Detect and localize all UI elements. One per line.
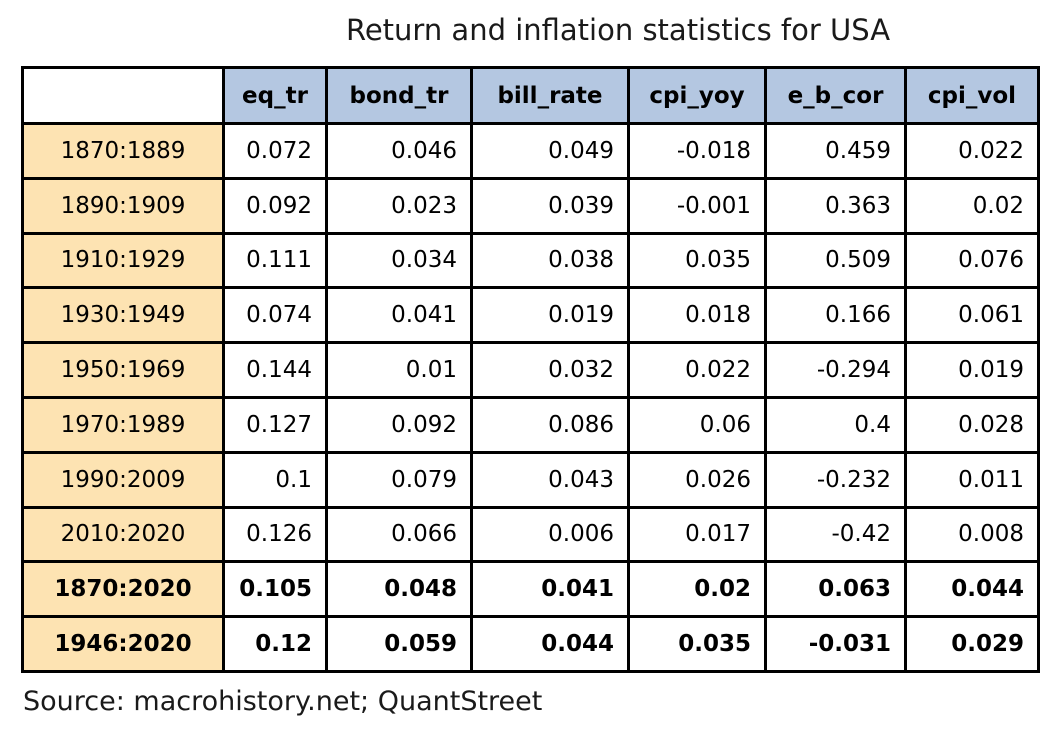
value-cell: 0.072 bbox=[222, 122, 328, 180]
value-cell: 0.127 bbox=[222, 395, 328, 454]
value-cell: 0.008 bbox=[904, 505, 1040, 564]
value-cell: 0.105 bbox=[222, 560, 328, 619]
row-label-cell: 1870:1889 bbox=[21, 122, 225, 180]
table-row: 1970:1989 0.127 0.092 0.086 0.06 0.4 0.028 bbox=[21, 395, 1040, 454]
value-cell: 0.017 bbox=[627, 505, 767, 564]
value-cell: 0.063 bbox=[764, 560, 907, 619]
value-cell: 0.035 bbox=[627, 231, 767, 290]
value-cell: 0.006 bbox=[470, 505, 630, 564]
header-row: eq_tr bond_tr bill_rate cpi_yoy e_b_cor cpi_v… bbox=[21, 66, 1040, 125]
column-header: cpi_yoy bbox=[627, 66, 767, 125]
row-label-cell: 1970:1989 bbox=[21, 395, 225, 454]
value-cell: 0.011 bbox=[904, 450, 1040, 509]
value-cell: 0.126 bbox=[222, 505, 328, 564]
value-cell: -0.031 bbox=[764, 615, 907, 673]
value-cell: 0.076 bbox=[904, 231, 1040, 290]
value-cell: 0.032 bbox=[470, 341, 630, 399]
row-label-cell: 1930:1949 bbox=[21, 286, 225, 345]
value-cell: 0.086 bbox=[470, 395, 630, 454]
value-cell: 0.166 bbox=[764, 286, 907, 345]
value-cell: -0.001 bbox=[627, 176, 767, 235]
value-cell: 0.039 bbox=[470, 176, 630, 235]
value-cell: 0.046 bbox=[325, 122, 473, 180]
value-cell: 0.144 bbox=[222, 341, 328, 399]
row-label-cell: 1910:1929 bbox=[21, 231, 225, 290]
value-cell: 0.12 bbox=[222, 615, 328, 673]
value-cell: 0.019 bbox=[904, 341, 1040, 399]
row-label-cell: 1990:2009 bbox=[21, 450, 225, 509]
value-cell: 0.092 bbox=[222, 176, 328, 235]
table-row: 1950:1969 0.144 0.01 0.032 0.022 -0.294 0.019 bbox=[21, 341, 1040, 399]
value-cell: 0.028 bbox=[904, 395, 1040, 454]
value-cell: 0.061 bbox=[904, 286, 1040, 345]
row-label-cell: 1870:2020 bbox=[21, 560, 225, 619]
value-cell: 0.018 bbox=[627, 286, 767, 345]
value-cell: 0.02 bbox=[904, 176, 1040, 235]
row-label-cell: 1950:1969 bbox=[21, 341, 225, 399]
value-cell: -0.42 bbox=[764, 505, 907, 564]
row-label-cell: 2010:2020 bbox=[21, 505, 225, 564]
table-row: 1890:1909 0.092 0.023 0.039 -0.001 0.363 0.02 bbox=[21, 176, 1040, 235]
value-cell: 0.019 bbox=[470, 286, 630, 345]
value-cell: 0.029 bbox=[904, 615, 1040, 673]
value-cell: 0.066 bbox=[325, 505, 473, 564]
value-cell: 0.4 bbox=[764, 395, 907, 454]
value-cell: 0.01 bbox=[325, 341, 473, 399]
value-cell: 0.038 bbox=[470, 231, 630, 290]
column-header: e_b_cor bbox=[764, 66, 907, 125]
stats-table: eq_tr bond_tr bill_rate cpi_yoy e_b_cor cpi_v… bbox=[21, 66, 1040, 673]
value-cell: 0.363 bbox=[764, 176, 907, 235]
table-row: 1930:1949 0.074 0.041 0.019 0.018 0.166 0.061 bbox=[21, 286, 1040, 345]
row-label-cell: 1890:1909 bbox=[21, 176, 225, 235]
value-cell: -0.018 bbox=[627, 122, 767, 180]
table-row: 1870:1889 0.072 0.046 0.049 -0.018 0.459 0.022 bbox=[21, 122, 1040, 180]
value-cell: 0.459 bbox=[764, 122, 907, 180]
column-header: bill_rate bbox=[470, 66, 630, 125]
value-cell: 0.022 bbox=[627, 341, 767, 399]
table-row: 2010:2020 0.126 0.066 0.006 0.017 -0.42 0.008 bbox=[21, 505, 1040, 564]
blank-corner-cell bbox=[21, 66, 225, 125]
chart-title: Return and inflation statistics for USA bbox=[345, 13, 891, 47]
column-header: bond_tr bbox=[325, 66, 473, 125]
value-cell: 0.043 bbox=[470, 450, 630, 509]
value-cell: 0.041 bbox=[470, 560, 630, 619]
value-cell: 0.044 bbox=[904, 560, 1040, 619]
column-header: cpi_vol bbox=[904, 66, 1040, 125]
value-cell: 0.1 bbox=[222, 450, 328, 509]
value-cell: 0.02 bbox=[627, 560, 767, 619]
value-cell: 0.06 bbox=[627, 395, 767, 454]
value-cell: -0.232 bbox=[764, 450, 907, 509]
value-cell: 0.074 bbox=[222, 286, 328, 345]
value-cell: 0.034 bbox=[325, 231, 473, 290]
value-cell: 0.049 bbox=[470, 122, 630, 180]
value-cell: 0.111 bbox=[222, 231, 328, 290]
value-cell: -0.294 bbox=[764, 341, 907, 399]
value-cell: 0.048 bbox=[325, 560, 473, 619]
column-header: eq_tr bbox=[222, 66, 328, 125]
row-label-cell: 1946:2020 bbox=[21, 615, 225, 673]
value-cell: 0.079 bbox=[325, 450, 473, 509]
value-cell: 0.022 bbox=[904, 122, 1040, 180]
value-cell: 0.509 bbox=[764, 231, 907, 290]
value-cell: 0.044 bbox=[470, 615, 630, 673]
value-cell: 0.023 bbox=[325, 176, 473, 235]
source-note: Source: macrohistory.net; QuantStreet bbox=[23, 686, 543, 717]
table-row: 1946:2020 0.12 0.059 0.044 0.035 -0.031 0.029 bbox=[21, 615, 1040, 673]
table-row: 1870:2020 0.105 0.048 0.041 0.02 0.063 0.044 bbox=[21, 560, 1040, 619]
value-cell: 0.059 bbox=[325, 615, 473, 673]
value-cell: 0.026 bbox=[627, 450, 767, 509]
value-cell: 0.092 bbox=[325, 395, 473, 454]
value-cell: 0.041 bbox=[325, 286, 473, 345]
table-row: 1990:2009 0.1 0.079 0.043 0.026 -0.232 0.011 bbox=[21, 450, 1040, 509]
value-cell: 0.035 bbox=[627, 615, 767, 673]
table-row: 1910:1929 0.111 0.034 0.038 0.035 0.509 0.076 bbox=[21, 231, 1040, 290]
table-body: 1870:1889 0.072 0.046 0.049 -0.018 0.459 0.022… bbox=[21, 122, 1040, 673]
